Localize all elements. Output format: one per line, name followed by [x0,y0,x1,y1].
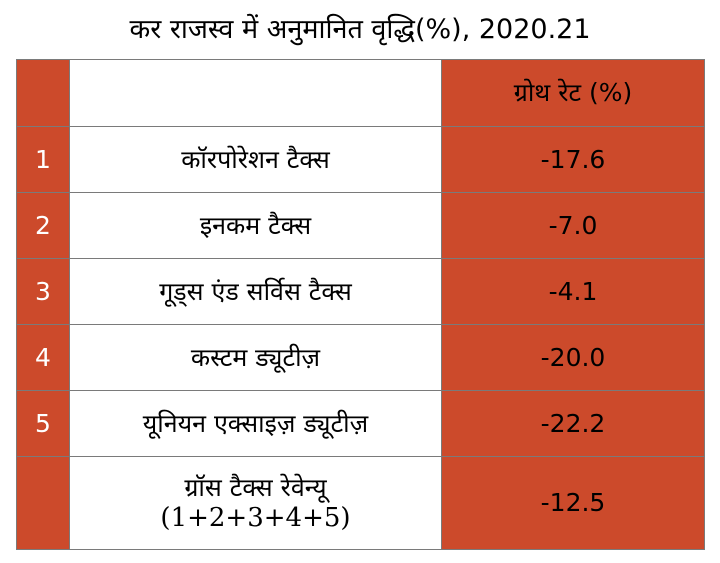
total-num-cell [16,456,70,550]
growth-value: -4.1 [441,258,705,325]
total-name-cell: ग्रॉस टैक्स रेवेन्यू (1+2+3+4+5) [69,456,442,550]
table-row: 2 इनकम टैक्स -7.0 [16,192,705,259]
total-growth-value: -12.5 [441,456,705,550]
page-title: कर राजस्व में अनुमानित वृद्धि(%), 2020.2… [129,14,591,45]
tax-name: गूड्स एंड सर्विस टैक्स [69,258,442,325]
table-row: 5 यूनियन एक्साइज़ ड्यूटीज़ -22.2 [16,390,705,457]
row-number: 1 [16,126,70,193]
growth-value: -7.0 [441,192,705,259]
tax-name: कॉरपोरेशन टैक्स [69,126,442,193]
tax-name: इनकम टैक्स [69,192,442,259]
header-growth-rate: ग्रोथ रेट (%) [441,59,705,127]
row-number: 4 [16,324,70,391]
tax-growth-table: ग्रोथ रेट (%) 1 कॉरपोरेशन टैक्स -17.6 2 … [16,59,705,550]
header-name-cell [69,59,442,127]
row-number: 5 [16,390,70,457]
tax-name: कस्टम ड्यूटीज़ [69,324,442,391]
growth-value: -17.6 [441,126,705,193]
total-row: ग्रॉस टैक्स रेवेन्यू (1+2+3+4+5) -12.5 [16,456,705,550]
header-num-cell [16,59,70,127]
table-row: 4 कस्टम ड्यूटीज़ -20.0 [16,324,705,391]
table-row: 1 कॉरपोरेशन टैक्स -17.6 [16,126,705,193]
table-row: 3 गूड्स एंड सर्विस टैक्स -4.1 [16,258,705,325]
total-name: ग्रॉस टैक्स रेवेन्यू [184,473,327,502]
row-number: 2 [16,192,70,259]
row-number: 3 [16,258,70,325]
total-formula: (1+2+3+4+5) [160,503,351,533]
tax-name: यूनियन एक्साइज़ ड्यूटीज़ [69,390,442,457]
table-header-row: ग्रोथ रेट (%) [16,59,705,127]
growth-value: -22.2 [441,390,705,457]
growth-value: -20.0 [441,324,705,391]
